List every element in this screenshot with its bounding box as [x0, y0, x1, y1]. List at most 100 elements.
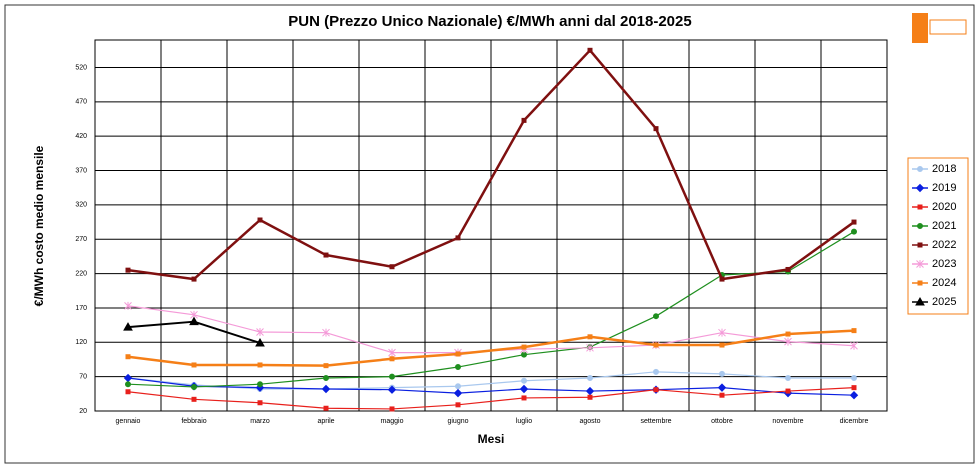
x-tick-label: gennaio: [116, 418, 141, 425]
marker: [653, 368, 659, 375]
marker: [255, 337, 265, 347]
series-line: [127, 231, 855, 388]
marker: [521, 395, 527, 401]
marker: [323, 375, 329, 382]
marker: [785, 331, 791, 337]
marker: [388, 348, 396, 357]
x-tick-label: luglio: [516, 418, 532, 425]
marker: [587, 47, 593, 53]
legend-label: 2021: [932, 220, 956, 232]
marker: [719, 370, 725, 377]
marker: [124, 301, 132, 310]
marker: [389, 373, 395, 380]
marker: [718, 328, 726, 337]
marker: [915, 296, 925, 306]
marker: [123, 322, 133, 331]
marker: [521, 344, 527, 350]
x-tick-label: dicembre: [840, 418, 869, 425]
x-tick-label: agosto: [579, 418, 600, 425]
marker: [587, 394, 593, 400]
marker: [917, 223, 923, 229]
x-tick-label: marzo: [250, 418, 270, 425]
marker: [389, 264, 395, 270]
marker: [191, 383, 197, 390]
marker: [653, 126, 659, 132]
legend-label: 2018: [932, 163, 956, 175]
marker: [521, 117, 527, 123]
marker: [719, 276, 725, 282]
marker: [653, 313, 659, 320]
marker: [455, 364, 461, 371]
series-line: [127, 387, 855, 410]
y-tick-label: 320: [75, 202, 87, 209]
marker: [917, 280, 923, 286]
marker: [257, 362, 263, 368]
marker: [125, 389, 131, 395]
logo-box: [929, 19, 967, 35]
marker: [125, 381, 131, 388]
marker: [257, 217, 263, 223]
marker: [717, 383, 727, 392]
marker: [849, 390, 859, 400]
chart-title: PUN (Prezzo Unico Nazionale) €/MWh anni …: [288, 13, 691, 30]
marker: [851, 328, 857, 334]
logo-mark: [912, 13, 928, 43]
x-axis-label: Mesi: [478, 432, 505, 446]
y-tick-label: 270: [75, 236, 87, 243]
y-tick-label: 370: [75, 167, 87, 174]
marker: [719, 392, 725, 398]
marker: [916, 260, 924, 268]
marker: [455, 383, 461, 390]
x-tick-label: aprile: [317, 418, 334, 425]
marker: [585, 386, 595, 396]
marker: [719, 342, 725, 348]
marker: [455, 402, 461, 408]
marker: [587, 375, 593, 382]
marker: [851, 228, 857, 235]
marker: [323, 363, 329, 369]
legend-label: 2024: [932, 277, 956, 289]
legend-label: 2023: [932, 258, 956, 270]
y-tick-label: 170: [75, 305, 87, 312]
marker: [256, 327, 264, 336]
y-tick-label: 20: [79, 408, 87, 415]
marker: [389, 356, 395, 362]
legend-label: 2022: [932, 239, 956, 251]
y-tick-label: 120: [75, 339, 87, 346]
marker: [587, 334, 593, 340]
marker: [851, 375, 857, 382]
marker: [257, 400, 263, 406]
marker: [321, 384, 331, 394]
logo: [912, 13, 967, 43]
marker: [917, 166, 923, 172]
y-tick-label: 420: [75, 133, 87, 140]
y-axis-label: €/MWh costo medio mensile: [32, 145, 46, 306]
y-tick-label: 470: [75, 99, 87, 106]
marker: [387, 385, 397, 394]
marker: [917, 242, 923, 248]
marker: [653, 387, 659, 393]
y-tick-label: 70: [79, 373, 87, 380]
marker: [850, 341, 858, 350]
marker: [653, 342, 659, 348]
marker: [322, 328, 330, 337]
marker: [191, 362, 197, 368]
marker: [519, 384, 529, 394]
marker: [453, 388, 463, 398]
marker: [125, 354, 131, 360]
marker: [323, 405, 329, 411]
x-tick-label: ottobre: [711, 418, 733, 425]
series-line: [127, 377, 855, 396]
marker: [521, 377, 527, 384]
y-tick-label: 220: [75, 270, 87, 277]
marker: [917, 204, 923, 210]
series-line: [127, 49, 855, 281]
legend-box: [907, 157, 969, 315]
x-tick-label: maggio: [381, 418, 404, 425]
x-tick-label: settembre: [640, 418, 671, 425]
legend: 2018 2019 2020 2021 2022 2023 2024 2025: [907, 157, 969, 315]
marker: [785, 375, 791, 382]
marker: [455, 351, 461, 357]
marker: [191, 396, 197, 402]
